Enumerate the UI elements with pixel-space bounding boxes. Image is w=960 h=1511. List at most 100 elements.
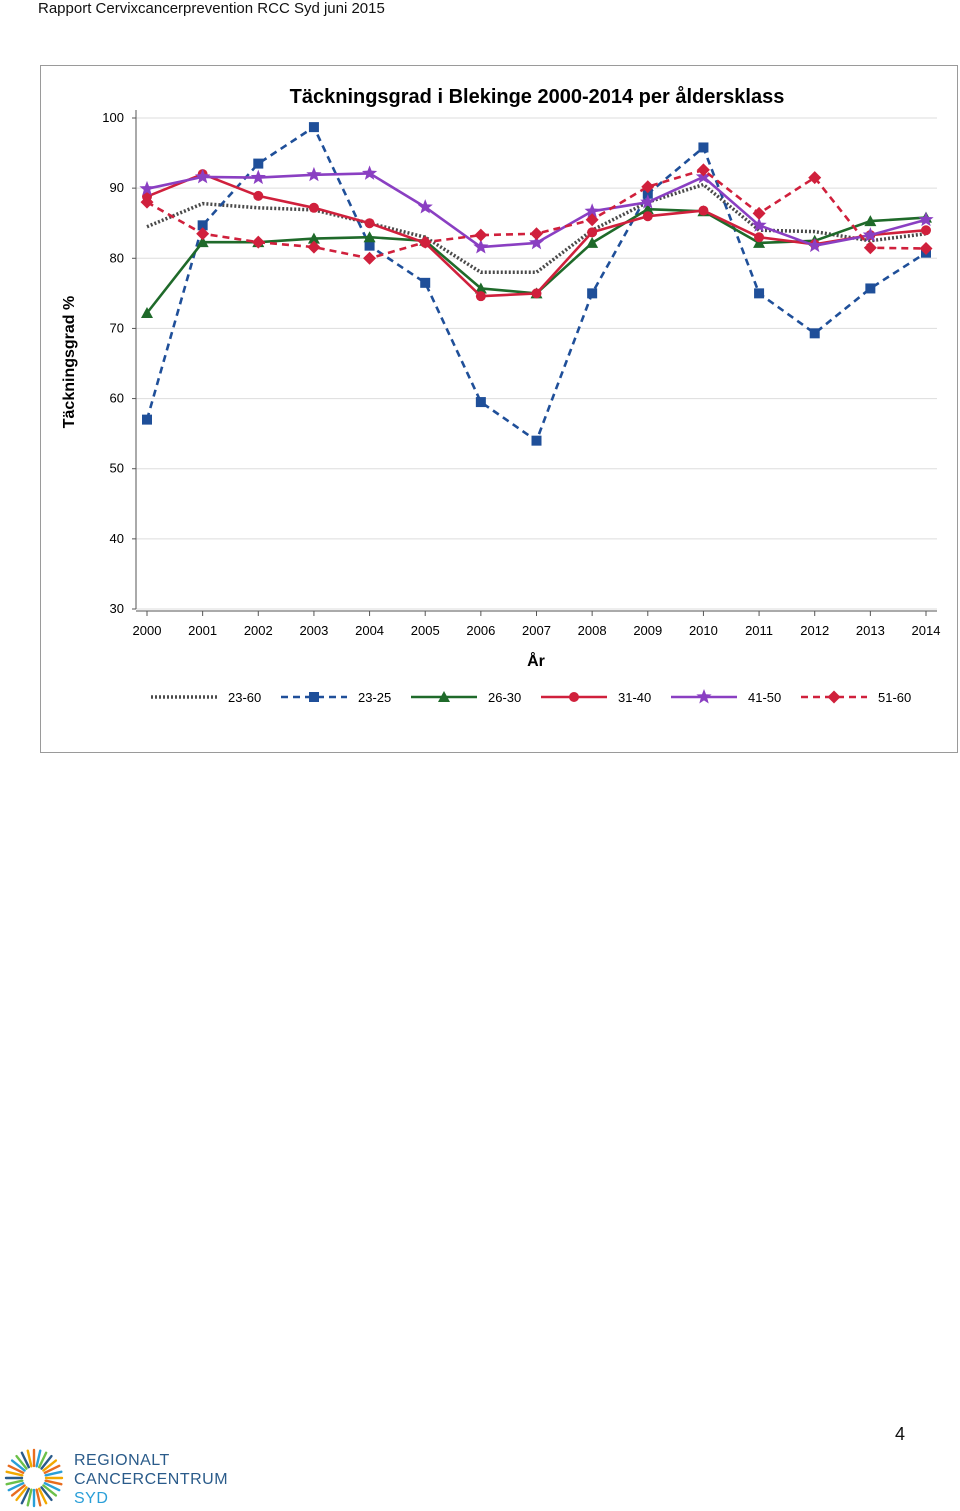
y-tick-label: 90 [110,180,124,195]
data-point [140,195,154,209]
data-point [195,168,211,184]
data-point [142,414,152,425]
chart-frame: Täckningsgrad i Blekinge 2000-2014 per å… [40,65,958,753]
data-point [863,241,877,255]
data-point [642,188,653,199]
series-line [145,125,927,443]
series-41-50 [139,165,934,254]
x-tick-label: 2002 [244,623,273,638]
logo-sunburst-icon [4,1448,64,1508]
data-point [754,288,765,299]
series-51-60 [140,163,933,265]
data-point [475,291,486,302]
y-tick-label: 40 [110,531,124,546]
page-number: 4 [895,1424,906,1444]
legend-label: 51-60 [878,690,911,705]
legend-item-23-25: 23-25 [281,690,391,705]
x-tick-label: 2007 [522,623,551,638]
x-tick-label: 2004 [355,623,384,638]
data-point [584,203,600,218]
running-header: Rapport Cervixcancerprevention RCC Syd j… [38,0,385,17]
data-point [197,220,208,231]
data-point [696,163,710,177]
legend-label: 26-30 [488,690,521,705]
legend-label: 23-60 [228,690,261,705]
data-point [585,213,599,227]
legend-label: 31-40 [618,690,651,705]
x-axis-title: År [527,651,545,670]
data-point [587,227,598,238]
data-point [141,306,153,318]
data-point [363,231,376,243]
data-point [865,283,876,294]
x-tick-label: 2008 [578,623,607,638]
data-point [918,211,934,227]
data-point [528,234,545,250]
data-point [251,235,265,249]
data-point [308,122,319,133]
legend-swatch-marker [569,692,579,702]
data-point [420,277,431,288]
data-point [531,435,542,446]
x-tick-label: 2009 [633,623,662,638]
chart-title: Täckningsgrad i Blekinge 2000-2014 per å… [290,85,785,108]
legend-item-41-50: 41-50 [671,689,781,705]
x-tick-label: 2000 [133,623,162,638]
data-point [474,282,487,294]
data-point [808,171,822,185]
x-tick-label: 2010 [689,623,718,638]
x-tick-label: 2012 [800,623,829,638]
data-point [698,142,709,153]
data-point [641,180,655,194]
axes: 30 40 50 60 70 80 90 100 2000 2001 2002 2003 2004 200… [102,110,940,638]
legend-item-51-60: 51-60 [801,690,911,705]
logo-line-1: REGIONALT [74,1452,170,1469]
legend-swatch-marker [309,692,319,702]
data-point [417,199,433,214]
data-point [754,232,765,243]
data-point [642,211,653,222]
data-point [919,241,933,255]
x-tick-label: 2006 [466,623,495,638]
series-26-30 [141,203,932,318]
legend-swatch-marker [438,691,450,702]
y-tick-label: 50 [110,461,124,476]
data-point [809,328,820,339]
y-tick-label: 80 [110,250,124,265]
legend: 23-60 23-25 26-30 31-40 41-50 51-60 [151,689,911,705]
logo-line-2: CANCERCENTRUM [74,1471,229,1488]
data-point [473,239,489,254]
data-point [864,215,877,227]
data-point [475,397,486,408]
data-point [586,236,599,248]
data-point [751,217,767,232]
legend-item-31-40: 31-40 [541,690,651,705]
data-point [363,251,377,265]
x-tick-label: 2003 [299,623,328,638]
data-point [530,227,543,241]
logo-text: REGIONALT CANCERCENTRUM SYD [74,1451,228,1508]
series-layer [139,122,934,446]
data-point [253,158,264,169]
legend-item-26-30: 26-30 [411,690,521,705]
y-tick-label: 70 [110,320,124,335]
y-tick-label: 30 [110,601,124,616]
data-point [862,227,878,242]
data-point [474,228,488,242]
data-point [364,218,375,229]
data-point [752,206,766,220]
legend-swatch-marker [696,689,712,704]
data-point [139,180,155,196]
data-point [308,202,319,213]
line-chart: Täckningsgrad i Blekinge 2000-2014 per å… [61,85,940,705]
x-tick-label: 2005 [411,623,440,638]
data-point [306,166,322,182]
y-tick-label: 100 [102,110,124,125]
data-point [640,194,656,209]
x-tick-label: 2014 [912,623,941,638]
data-point [753,236,766,248]
series-23-25 [142,122,931,446]
data-point [250,169,266,185]
data-point [307,240,321,254]
data-point [641,203,654,215]
